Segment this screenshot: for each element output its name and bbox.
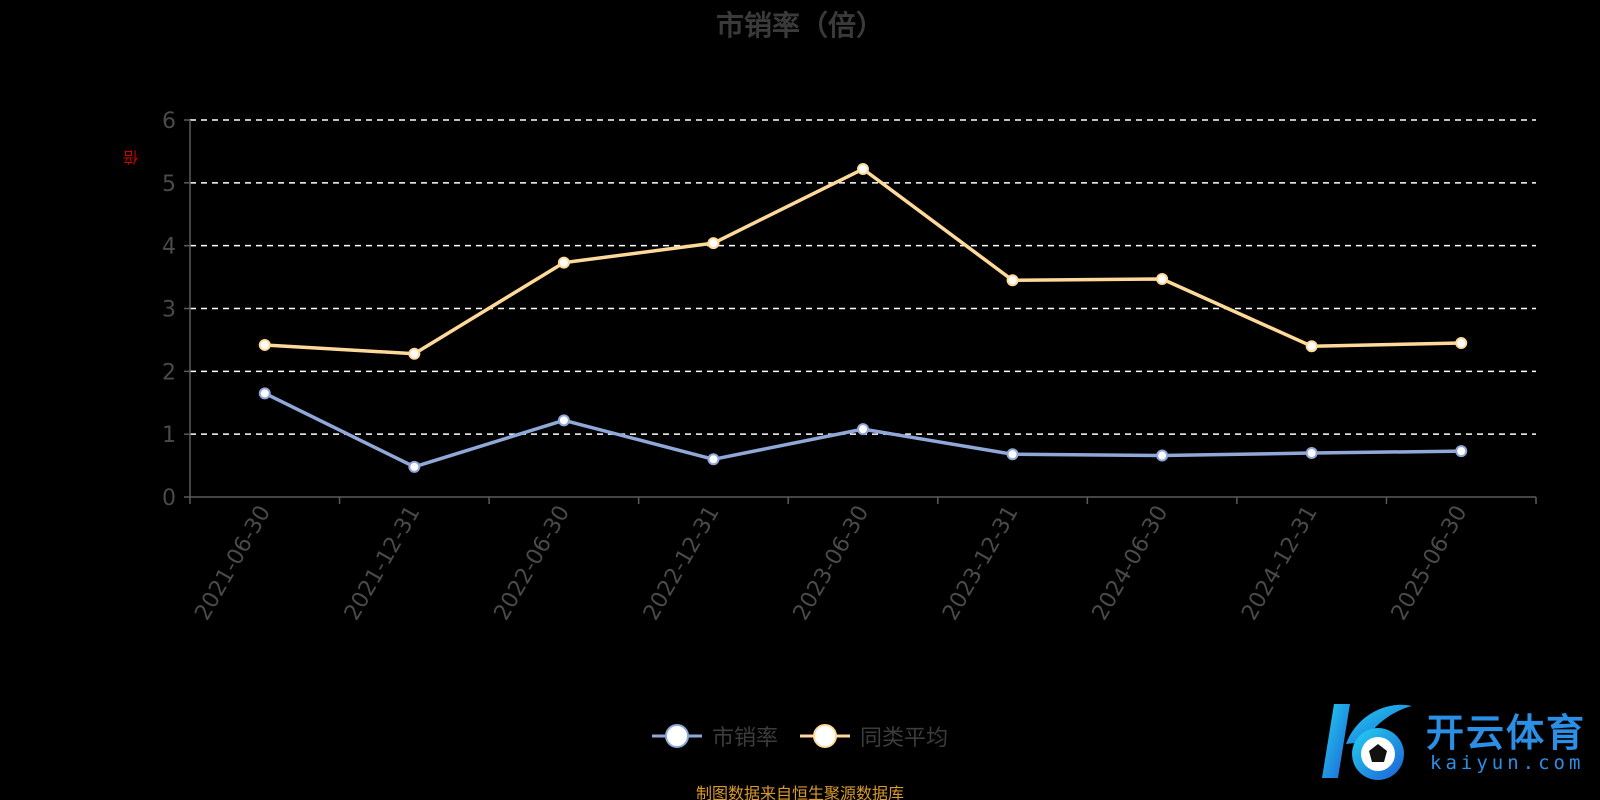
x-tick-label: 2021-06-30 (190, 502, 276, 625)
x-tick-label: 2024-12-31 (1237, 502, 1323, 625)
data-point-series-1 (1305, 447, 1318, 460)
legend: 市销率 同类平均 (0, 720, 1600, 752)
x-tick-label: 2021-12-31 (340, 502, 426, 625)
data-point-series-1 (408, 460, 421, 473)
y-tick-label: 3 (162, 298, 176, 323)
data-point-series-2 (1305, 340, 1318, 353)
data-point-series-2 (1455, 337, 1468, 350)
logo-k-ball-icon (1322, 704, 1412, 780)
data-point-series-1 (557, 414, 570, 427)
y-tick-label: 2 (162, 360, 176, 385)
y-tick-label: 1 (162, 423, 176, 448)
brand-logo: 开云体育 kaiyun.com (1316, 696, 1596, 786)
data-point-series-2 (557, 256, 570, 269)
series-line-2 (264, 167, 1462, 356)
x-tick-label: 2025-06-30 (1387, 502, 1473, 625)
data-point-series-2 (408, 347, 421, 360)
chart-title: 市销率（倍） (715, 9, 884, 42)
data-point-series-1 (707, 453, 720, 466)
data-point-series-2 (1006, 274, 1019, 287)
x-tick-label: 2022-12-31 (639, 502, 725, 625)
y-tick-label: 0 (162, 486, 176, 511)
data-point-series-1 (857, 423, 869, 436)
x-tick-label: 2023-06-30 (789, 502, 875, 625)
y-tick-label: 5 (162, 172, 176, 197)
data-point-series-1 (1156, 449, 1169, 462)
x-tick-label: 2023-12-31 (938, 502, 1024, 625)
data-point-series-2 (707, 237, 720, 250)
data-source-note: 制图数据来自恒生聚源数据库 (695, 784, 904, 800)
y-tick-label: 4 (162, 235, 176, 260)
x-tick-label: 2022-06-30 (490, 502, 576, 625)
legend-label-series-2: 同类平均 (860, 726, 949, 751)
logo-text-cn: 开云体育 (1426, 711, 1587, 755)
data-point-series-1 (258, 387, 271, 400)
legend-marker-series-2 (800, 724, 850, 748)
legend-item-series-1[interactable]: 市销率 (651, 720, 778, 752)
data-point-series-2 (857, 163, 869, 176)
data-point-series-1 (1455, 445, 1468, 458)
data-point-series-2 (1156, 272, 1169, 285)
data-point-series-1 (1006, 448, 1019, 461)
y-tick-label: 6 (162, 109, 176, 134)
x-tick-label: 2024-06-30 (1088, 502, 1174, 625)
legend-label-series-1: 市销率 (711, 726, 778, 751)
data-point-series-2 (258, 338, 271, 351)
legend-marker-series-1 (651, 724, 702, 748)
logo-text-en: kaiyun.com (1430, 752, 1585, 774)
legend-item-series-2[interactable]: 同类平均 (800, 720, 948, 752)
